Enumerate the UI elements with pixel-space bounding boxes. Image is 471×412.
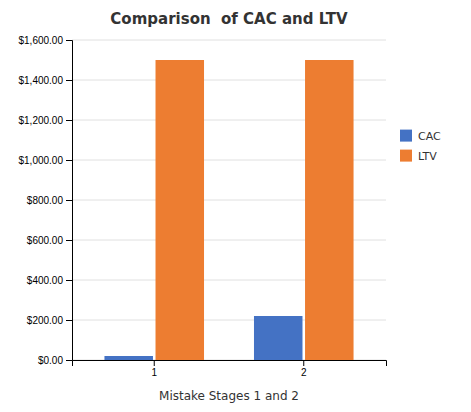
x-axis-title: Mistake Stages 1 and 2	[159, 389, 299, 403]
y-tick-label: $1,200.00	[19, 115, 64, 126]
y-tick: $1,600.00	[19, 35, 73, 46]
title: Comparison of CAC and LTV	[110, 10, 348, 28]
y-tick: $1,400.00	[19, 75, 73, 86]
legend-swatch	[400, 150, 412, 162]
bar	[305, 60, 354, 360]
bar	[254, 316, 303, 360]
y-tick-label: $0.00	[38, 355, 63, 366]
x-tick-label: 1	[151, 367, 157, 378]
grid-line	[72, 40, 386, 41]
x-axis: 12	[73, 360, 387, 378]
y-tick: $400.00	[27, 275, 72, 286]
legend-label: CAC	[418, 130, 441, 143]
legend-label: LTV	[418, 150, 437, 163]
y-tick-label: $200.00	[27, 315, 64, 326]
bar-series	[156, 60, 354, 360]
y-tick: $800.00	[27, 195, 72, 206]
y-axis-line	[66, 41, 73, 361]
y-tick-mark	[66, 320, 72, 321]
grid	[72, 40, 386, 360]
y-tick-mark	[66, 120, 72, 121]
legend-swatch	[400, 130, 412, 142]
x-tick-label: 2	[301, 367, 307, 378]
y-tick-mark	[66, 360, 72, 361]
y-tick-label: $400.00	[27, 275, 64, 286]
chart: $0.00 $200.00 $400.00 $600.00 $800.00 $1,000.…	[0, 0, 471, 412]
y-tick-label: $800.00	[27, 195, 64, 206]
y-tick-label: $1,000.00	[19, 155, 64, 166]
y-tick-label: $1,600.00	[19, 35, 64, 46]
x-tick: 1	[151, 360, 157, 378]
y-tick: $1,200.00	[19, 115, 73, 126]
y-tick: $600.00	[27, 235, 72, 246]
bars	[104, 60, 353, 360]
y-tick-mark	[66, 160, 72, 161]
y-tick-mark	[66, 280, 72, 281]
legend-item: LTV	[400, 150, 437, 163]
x-axis-line	[73, 361, 387, 367]
y-tick-mark	[66, 80, 72, 81]
legend: CAC LTV	[400, 130, 441, 163]
y-tick: $1,000.00	[19, 155, 73, 166]
y-tick-label: $1,400.00	[19, 75, 64, 86]
y-tick-mark	[66, 200, 72, 201]
bar	[156, 60, 205, 360]
x-tick-mark	[154, 360, 155, 366]
plot: $0.00 $200.00 $400.00 $600.00 $800.00 $1,000.…	[19, 35, 387, 378]
y-axis: $0.00 $200.00 $400.00 $600.00 $800.00 $1,000.…	[19, 35, 73, 366]
bar	[104, 356, 153, 360]
y-tick: $0.00	[38, 355, 72, 366]
y-tick: $200.00	[27, 315, 72, 326]
x-tick-mark	[303, 360, 304, 366]
legend-item: CAC	[400, 130, 441, 143]
y-tick-mark	[66, 40, 72, 41]
y-tick-label: $600.00	[27, 235, 64, 246]
x-tick: 2	[301, 360, 307, 378]
y-tick-mark	[66, 240, 72, 241]
